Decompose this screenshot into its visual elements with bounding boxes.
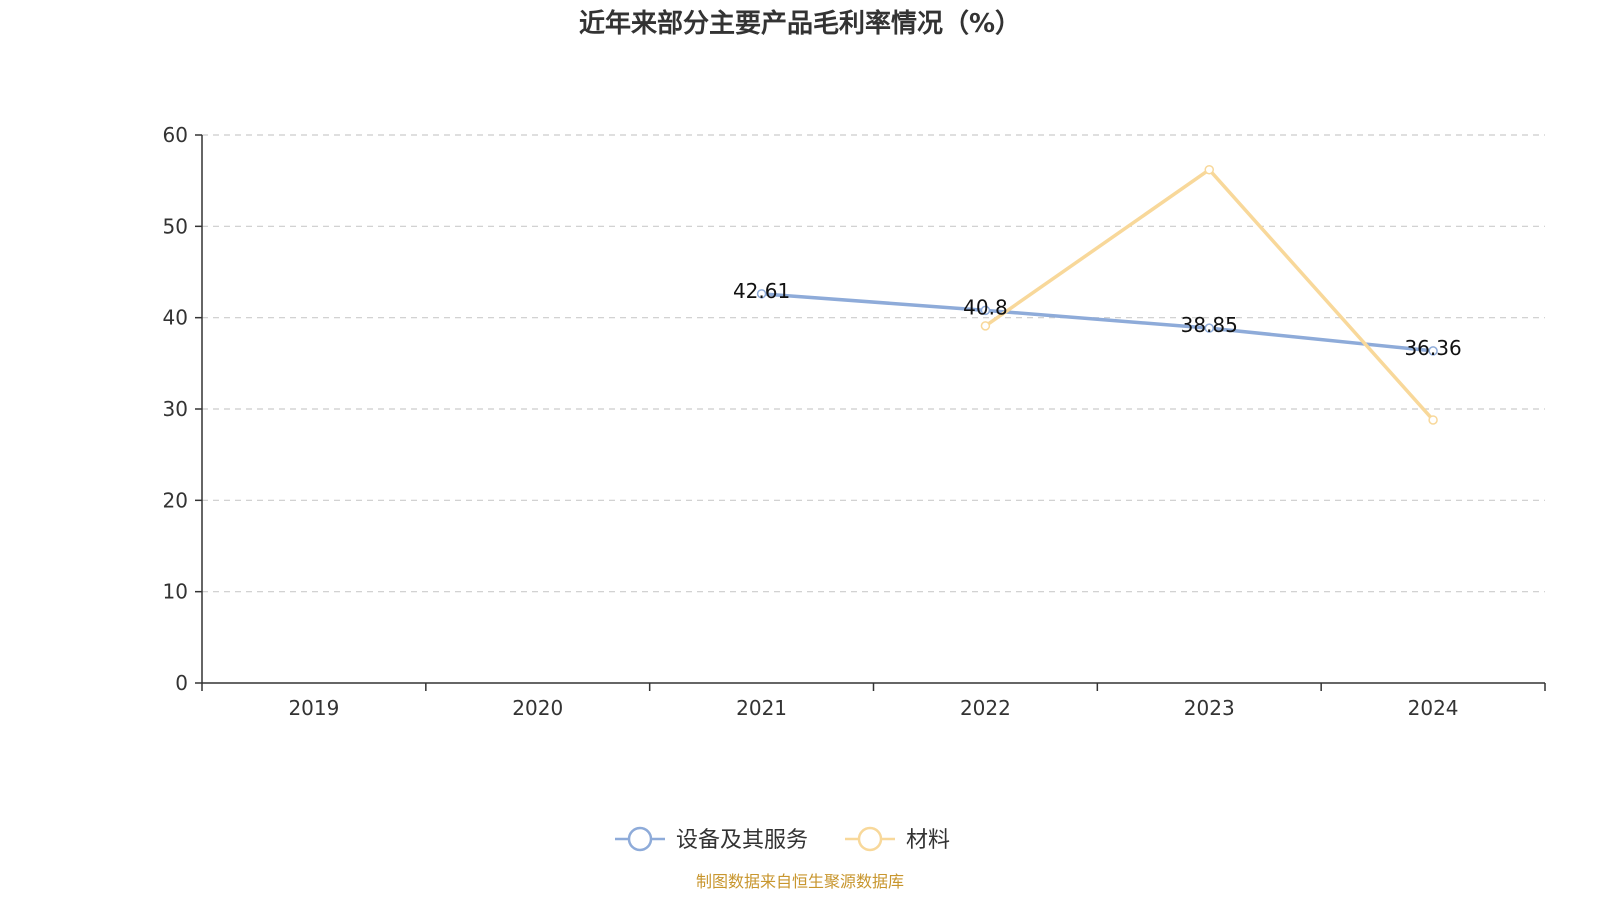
data-point — [756, 289, 767, 299]
y-tick-label: 20 — [163, 488, 188, 512]
y-tick-label: 40 — [163, 306, 188, 330]
x-tick-label: 2024 — [1408, 696, 1459, 720]
chart-title: 近年来部分主要产品毛利率情况（%） — [579, 8, 1021, 39]
legend-label: 材料 — [906, 828, 950, 853]
data-point — [1204, 323, 1214, 333]
legend-circle-icon — [627, 826, 653, 852]
data-point — [980, 305, 991, 316]
y-tick-label: 10 — [163, 580, 188, 604]
series-line-1 — [984, 167, 1435, 422]
x-tick-label: 2023 — [1184, 696, 1235, 720]
legend[interactable]: 设备及其服务 材料 — [615, 826, 950, 853]
source-note: 制图数据来自恒生聚源数据库 — [696, 872, 904, 891]
x-tick-label: 2022 — [960, 696, 1011, 720]
y-tick-label: 0 — [175, 671, 188, 695]
y-tick-label: 50 — [163, 214, 188, 238]
x-tick-label: 2019 — [288, 696, 339, 720]
x-tick-label: 2020 — [512, 696, 563, 720]
grid-lines — [202, 134, 1545, 593]
series-layer — [756, 164, 1438, 425]
data-label: 36.36 — [1404, 336, 1461, 360]
data-point — [1428, 346, 1438, 356]
data-labels: 42.61 40.8 38.85 36.36 — [733, 279, 1462, 360]
y-tick-label: 30 — [163, 397, 188, 421]
axes: 0 10 20 30 40 50 60 2019 2020 2021 2022 2023 2024 — [163, 123, 1546, 720]
data-point — [980, 321, 991, 331]
legend-item-1[interactable]: 材料 — [845, 826, 950, 853]
data-point — [1204, 164, 1214, 175]
data-label: 42.61 — [733, 279, 790, 303]
data-point — [1428, 415, 1438, 425]
data-label: 40.8 — [963, 295, 1008, 319]
legend-circle-icon — [857, 826, 883, 852]
legend-label: 设备及其服务 — [676, 828, 808, 853]
data-label: 38.85 — [1181, 313, 1238, 337]
series-line-0 — [761, 292, 1434, 353]
x-tick-label: 2021 — [736, 696, 787, 720]
legend-item-0[interactable]: 设备及其服务 — [615, 826, 808, 853]
y-tick-label: 60 — [163, 123, 188, 147]
